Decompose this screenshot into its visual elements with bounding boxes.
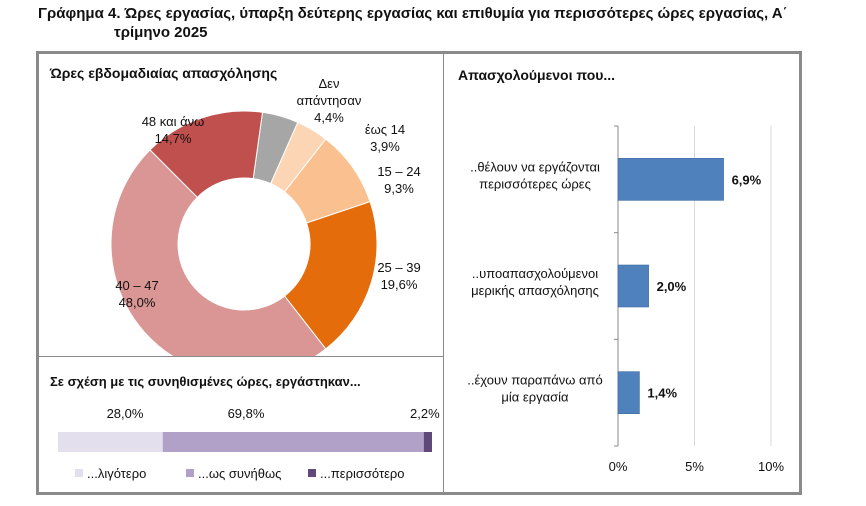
- stacked-segment-0: [58, 432, 163, 452]
- hbar-title: Απασχολούμενοι που...: [458, 67, 615, 83]
- stacked-segment-1: [162, 432, 424, 452]
- stacked-panel: Σε σχέση με τις συνηθισμένες ώρες, εργάσ…: [38, 356, 444, 493]
- donut-panel: Ώρες εβδομαδιαίας απασχόλησης Δεν απάντησ…: [38, 53, 444, 357]
- donut-chart: Ώρες εβδομαδιαίας απασχόλησης Δεν απάντησ…: [49, 65, 421, 356]
- stacked-legend-label-2: ...περισσότερο: [320, 466, 405, 481]
- hbar-category-label-2: μία εργασία: [501, 390, 569, 405]
- stacked-legend-label-0: ...λιγότερο: [87, 466, 146, 481]
- hbar-category-label-1: ..υποαπασχολούμενοι: [472, 266, 598, 281]
- hbar-category-label-1: μερικής απασχόλησης: [471, 283, 599, 298]
- donut-value-label-4: 48,0%: [119, 295, 156, 310]
- stacked-segment-2: [423, 432, 432, 452]
- donut-category-label-0: Δεν: [319, 76, 340, 91]
- stacked-legend: ...λιγότερο ...ως συνήθως ...περισσότερο: [75, 466, 405, 481]
- stacked-bars: 28,0% 69,8% 2,2%: [58, 406, 440, 452]
- hbar-bars: 6,9% 2,0% 1,4%: [617, 158, 762, 414]
- hbar-value-label-0: 6,9%: [732, 172, 762, 187]
- hbar-category-label-0: περισσότερες ώρες: [479, 176, 591, 191]
- hbar-x-tick-label-2: 10%: [758, 459, 784, 474]
- donut-slice-4: [110, 149, 327, 356]
- stacked-value-label-0: 28,0%: [107, 406, 144, 421]
- donut-category-label-4: 40 – 47: [115, 278, 158, 293]
- hbar-bar-0: [617, 158, 724, 201]
- donut-title: Ώρες εβδομαδιαίας απασχόλησης: [49, 65, 277, 81]
- donut-value-label-1: 3,9%: [370, 139, 400, 154]
- stacked-legend-swatch-0: [75, 469, 83, 477]
- hbar-value-label-2: 1,4%: [647, 386, 677, 401]
- hbar-bar-2: [617, 371, 640, 414]
- donut-slices: [110, 110, 378, 356]
- figure-frame: [36, 51, 802, 495]
- stacked-value-label-1: 69,8%: [228, 406, 265, 421]
- stacked-value-label-2: 2,2%: [410, 406, 440, 421]
- stacked-legend-label-1: ...ως συνήθως: [198, 466, 281, 481]
- figure-title-line2: τρίμηνο 2025: [114, 24, 208, 41]
- hbar-x-ticks: 0% 5% 10%: [609, 459, 785, 474]
- hbar-chart: Απασχολούμενοι που... 6,9% 2,0% 1,4% ..θέλ…: [458, 67, 785, 474]
- hbar-value-label-1: 2,0%: [657, 279, 687, 294]
- donut-category-label-1: έως 14: [365, 122, 405, 137]
- hbar-category-label-0: ..θέλουν να εργάζονται: [470, 159, 600, 174]
- stacked-title: Σε σχέση με τις συνηθισμένες ώρες, εργάσ…: [50, 374, 361, 389]
- hbar-bar-1: [617, 264, 649, 308]
- figure-title: Γράφημα 4. Ώρες εργασίας, ύπαρξη δεύτερη…: [38, 4, 858, 42]
- stacked-legend-swatch-1: [186, 469, 194, 477]
- figure-title-line1: Γράφημα 4. Ώρες εργασίας, ύπαρξη δεύτερη…: [38, 5, 788, 22]
- donut-category-label-0: απάντησαν: [297, 93, 362, 108]
- donut-slice-5: [149, 110, 264, 199]
- donut-value-label-2: 9,3%: [384, 181, 414, 196]
- stacked-legend-swatch-2: [308, 469, 316, 477]
- stacked-bar-chart: Σε σχέση με τις συνηθισμένες ώρες, εργάσ…: [50, 374, 440, 481]
- hbar-category-label-2: ..έχουν παραπάνω από: [467, 373, 602, 388]
- donut-value-label-0: 4,4%: [314, 110, 344, 125]
- donut-category-label-5: 48 και άνω: [142, 114, 205, 129]
- donut-value-label-5: 14,7%: [155, 131, 192, 146]
- hbar-x-tick-label-0: 0%: [609, 459, 628, 474]
- donut-category-label-3: 25 – 39: [377, 260, 420, 275]
- donut-value-label-3: 19,6%: [381, 277, 418, 292]
- hbar-panel: Απασχολούμενοι που... 6,9% 2,0% 1,4% ..θέλ…: [443, 53, 800, 493]
- donut-slice-3: [283, 200, 378, 350]
- hbar-x-tick-label-1: 5%: [685, 459, 704, 474]
- hbar-category-labels: ..θέλουν να εργάζονται περισσότερες ώρες.…: [467, 159, 602, 404]
- donut-labels: Δεν απάντησαν 4,4% έως 14 3,9% 15 – 24 9,3% 25 …: [115, 76, 420, 310]
- donut-category-label-2: 15 – 24: [377, 164, 420, 179]
